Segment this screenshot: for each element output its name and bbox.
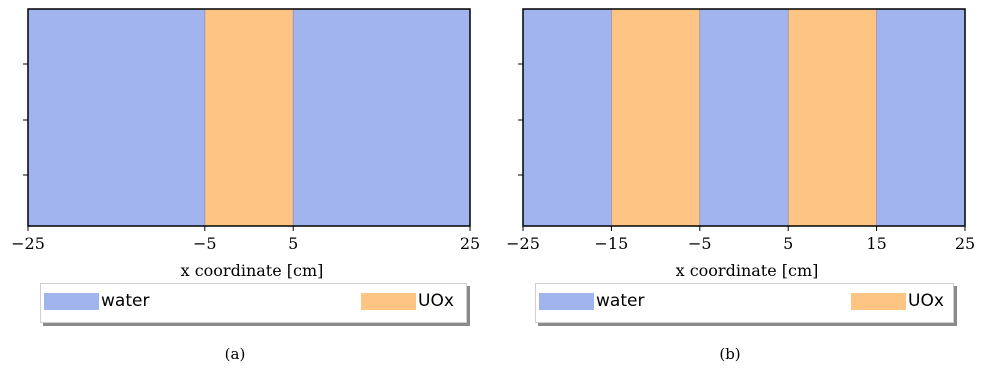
x-tick-label-4: 15	[866, 234, 886, 253]
region-water-0	[28, 9, 205, 226]
region-uox-1	[204, 9, 294, 226]
x-tick-label-5: 25	[955, 234, 975, 253]
x-tick-label-1: −5	[193, 234, 217, 253]
region-water-2	[699, 9, 789, 226]
plot-frame	[522, 8, 966, 227]
legend-label-uox: UOx	[418, 291, 454, 311]
panel-b: −25 −15 −5 5 15 25 x coordinate [cm] water UOx…	[495, 0, 975, 369]
legend-a: water UOx	[40, 283, 467, 323]
region-water-4	[876, 9, 965, 226]
legend-swatch-uox	[851, 292, 906, 310]
region-water-0	[523, 9, 612, 226]
plot-a: −25 −5 5 25 x coordinate [cm]	[11, 8, 480, 280]
caption-a: (a)	[224, 345, 246, 363]
x-axis-label: x coordinate [cm]	[676, 261, 819, 280]
x-tick-label-2: −5	[688, 234, 712, 253]
region-uox-1	[611, 9, 700, 226]
x-tick-label-0: −25	[11, 234, 45, 253]
legend-label-water: water	[101, 291, 150, 311]
x-tick-label-1: −15	[595, 234, 629, 253]
legend-item-uox: UOx	[361, 291, 454, 311]
legend-item-water: water	[44, 291, 149, 311]
region-uox-3	[788, 9, 877, 226]
legend-label-water: water	[596, 291, 645, 311]
x-tick-label-3: 5	[783, 234, 793, 253]
panel-a: −25 −5 5 25 x coordinate [cm] water UOx (a)	[0, 0, 480, 369]
x-tick-label-3: 25	[460, 234, 480, 253]
x-axis-label: x coordinate [cm]	[181, 261, 324, 280]
region-water-2	[293, 9, 470, 226]
legend-swatch-water	[44, 292, 99, 310]
x-tick-label-0: −25	[506, 234, 540, 253]
x-tick-label-2: 5	[288, 234, 298, 253]
legend-label-uox: UOx	[908, 291, 944, 311]
plot-b: −25 −15 −5 5 15 25 x coordinate [cm]	[506, 8, 975, 280]
plot-frame	[27, 8, 471, 227]
caption-b: (b)	[719, 345, 741, 363]
legend-item-water: water	[539, 291, 644, 311]
legend-b: water UOx	[535, 283, 954, 323]
legend-swatch-uox	[361, 292, 416, 310]
legend-swatch-water	[539, 292, 594, 310]
legend-item-uox: UOx	[851, 291, 944, 311]
